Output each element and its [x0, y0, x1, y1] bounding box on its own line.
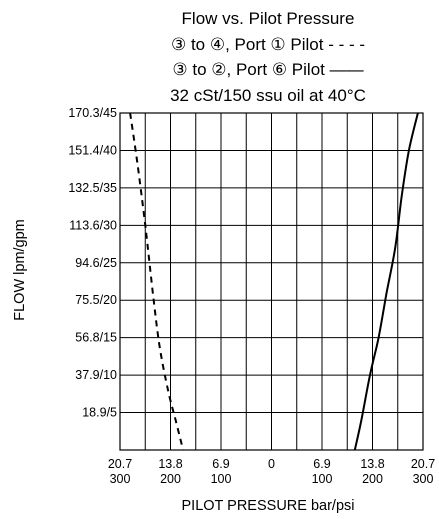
grid	[120, 113, 423, 450]
plot-frame	[119, 112, 424, 451]
x-tick-label-psi: 100	[211, 472, 232, 486]
y-tick-label: 132.5/35	[68, 181, 117, 195]
x-tick-label-psi: 300	[413, 472, 434, 486]
x-tick-label-psi: 200	[160, 472, 181, 486]
title-line-4: 32 cSt/150 ssu oil at 40°C	[170, 86, 366, 105]
y-tick-label: 151.4/40	[68, 143, 117, 157]
x-tick-label-bar: 20.7	[108, 457, 132, 471]
y-tick-label: 37.9/10	[75, 368, 117, 382]
x-tick-label-bar: 6.9	[313, 457, 330, 471]
x-tick-label-bar: 13.8	[360, 457, 384, 471]
series-line-dashed	[129, 112, 185, 451]
x-tick-label-psi: 100	[312, 472, 333, 486]
title-line-1: Flow vs. Pilot Pressure	[182, 9, 355, 28]
x-axis-label: PILOT PRESSURE bar/psi	[182, 498, 355, 514]
x-tick-label-bar: 20.7	[411, 457, 435, 471]
y-tick-label: 75.5/20	[75, 293, 117, 307]
chart-title: Flow vs. Pilot Pressure ③ to ④, Port ① P…	[170, 9, 366, 105]
title-line-2: ③ to ④, Port ① Pilot - - - -	[171, 35, 365, 54]
y-axis-label: FLOW lpm/gpm	[12, 219, 28, 321]
y-tick-label: 18.9/5	[82, 406, 117, 420]
x-tick-label-bar: 6.9	[212, 457, 229, 471]
x-tick-label-psi: 300	[110, 472, 131, 486]
title-line-3: ③ to ②, Port ⑥ Pilot ——	[172, 60, 363, 79]
x-tick-label-bar: 0	[268, 457, 275, 471]
series-line-solid	[353, 112, 419, 451]
y-tick-label: 170.3/45	[68, 106, 117, 120]
series-lines	[129, 112, 419, 451]
y-tick-label: 113.6/30	[69, 218, 117, 232]
x-tick-label-bar: 13.8	[158, 457, 182, 471]
x-tick-label-psi: 200	[362, 472, 383, 486]
y-tick-label: 56.8/15	[75, 331, 117, 345]
y-tick-label: 94.6/25	[75, 256, 117, 270]
y-tick-labels: 18.9/5 37.9/10 56.8/15 75.5/20 94.6/25 113.6/…	[68, 106, 117, 420]
